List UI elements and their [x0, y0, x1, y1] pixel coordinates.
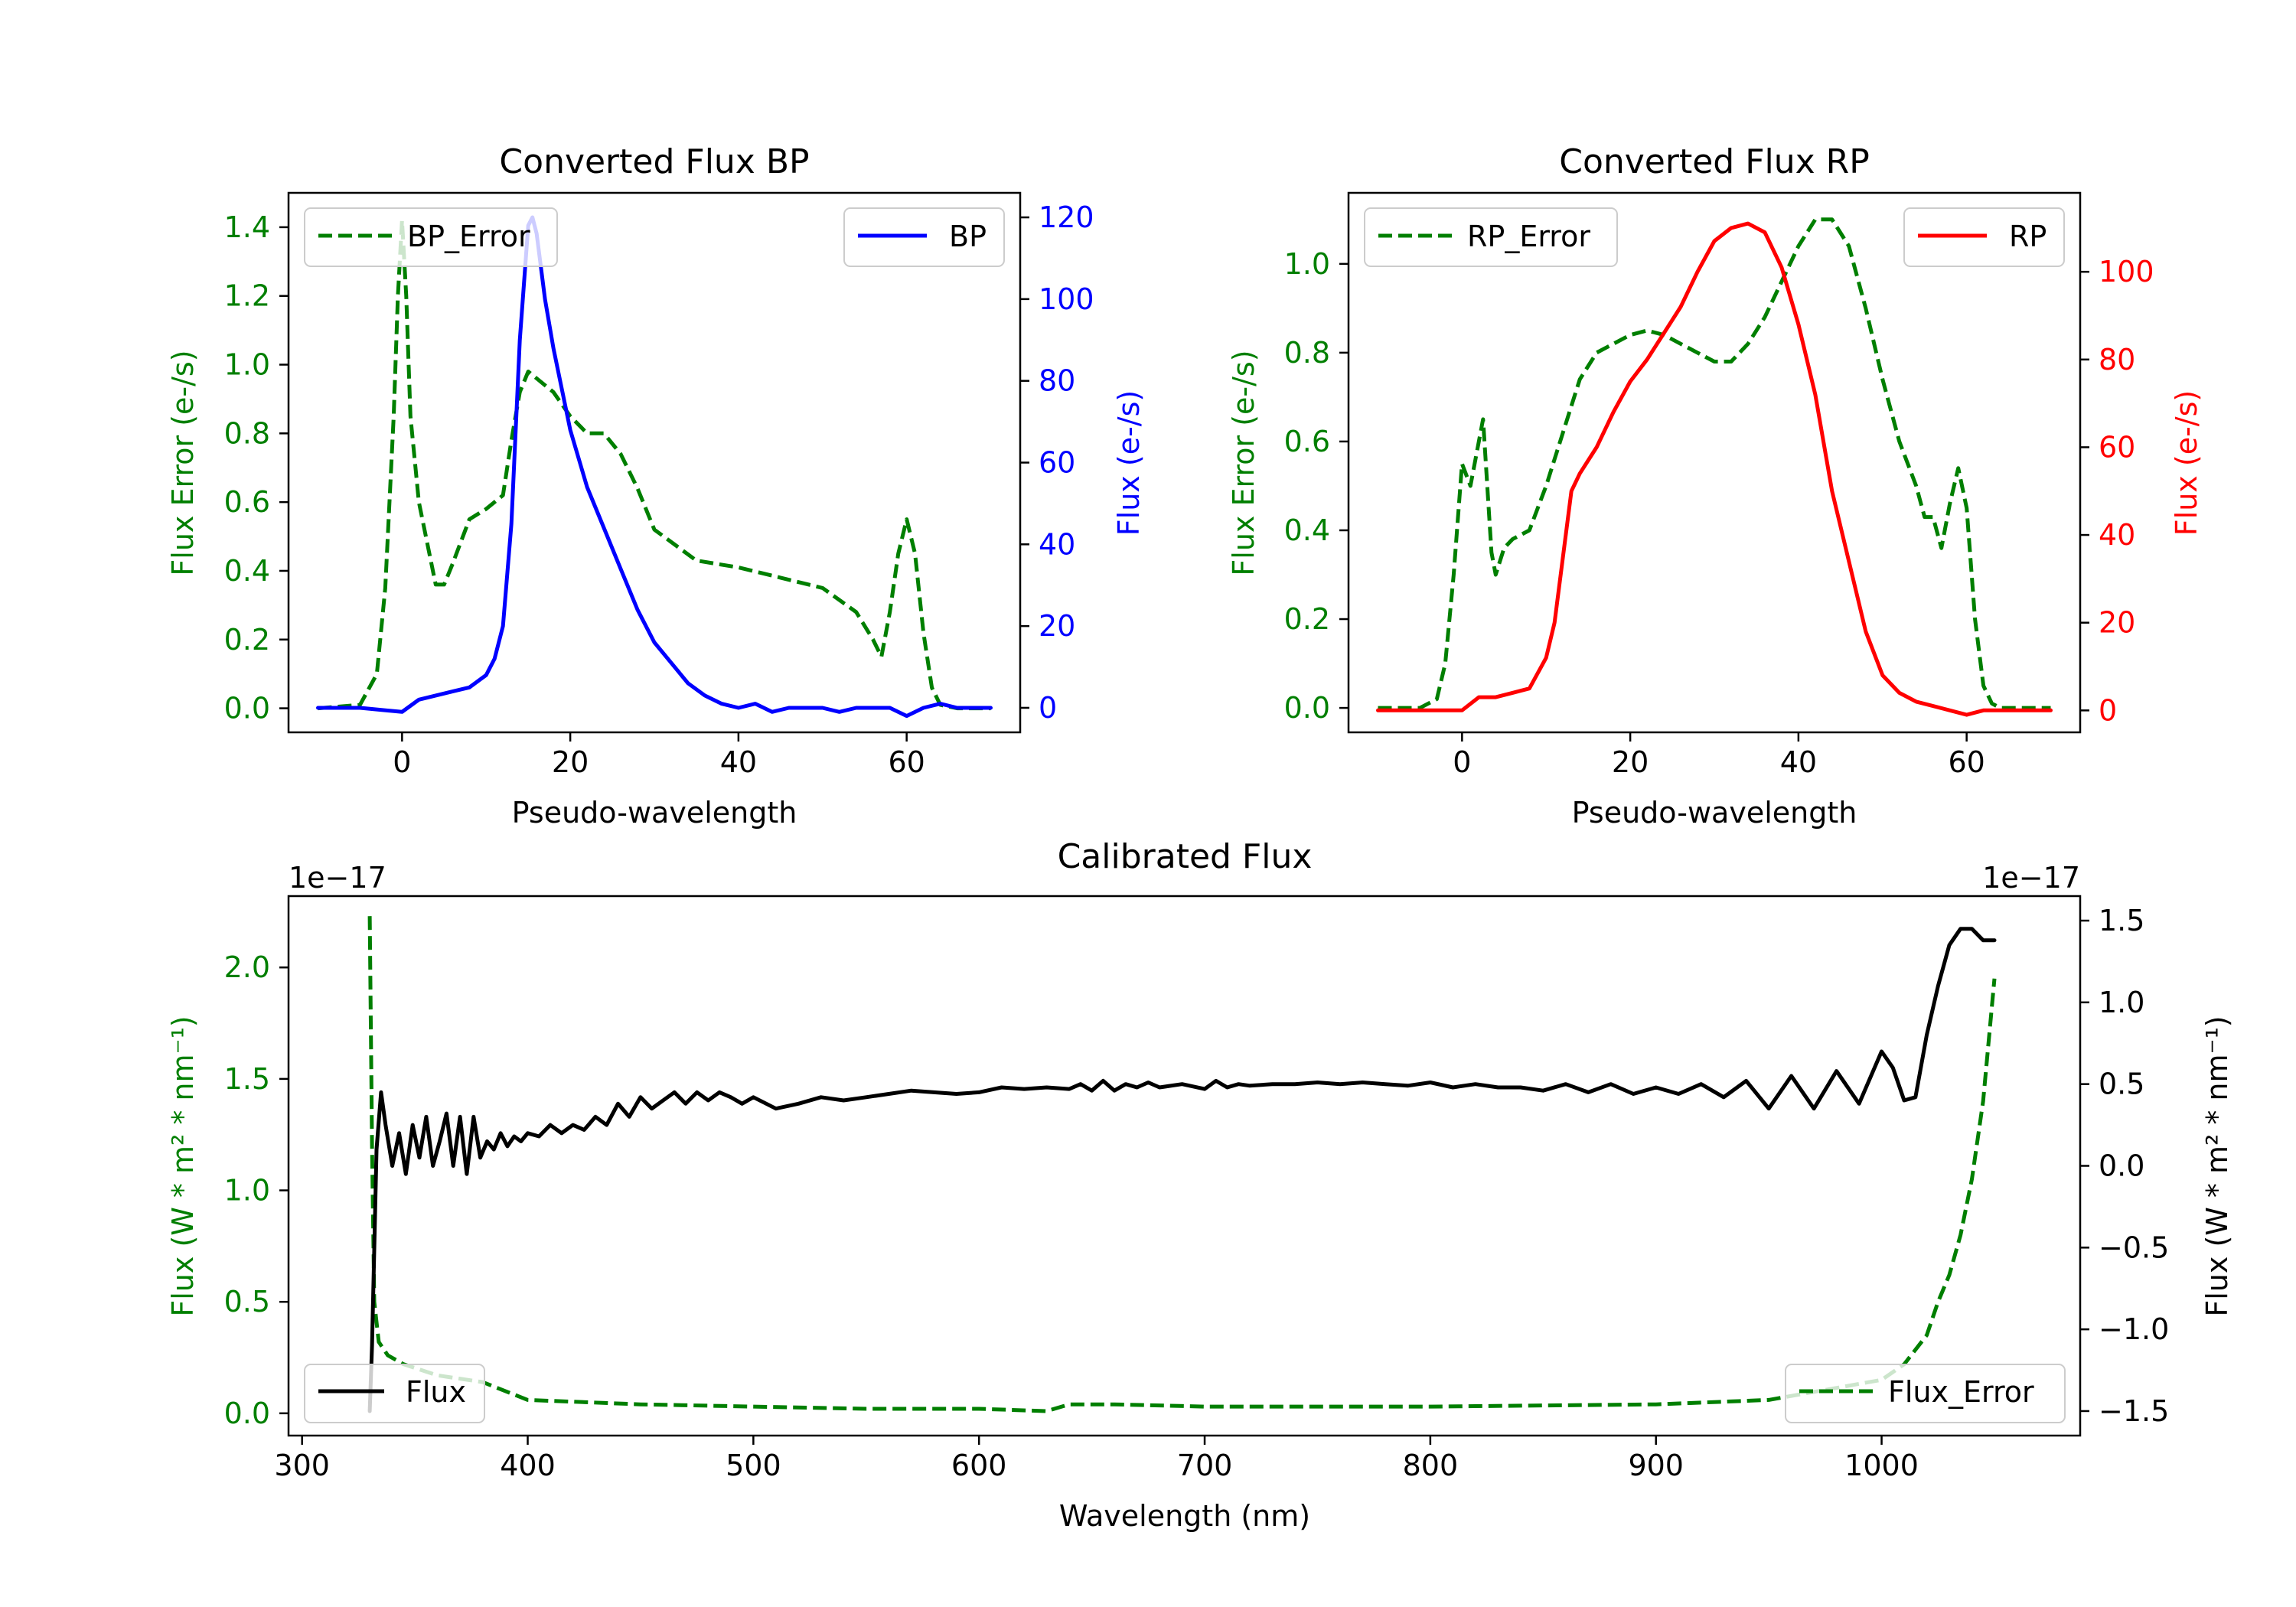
- bp-x-tick-label: 40: [720, 745, 757, 779]
- calibrated-x-tick-label: 400: [500, 1449, 556, 1482]
- calibrated-y-left-tick-label: 2.0: [224, 950, 270, 984]
- rp-chart: Converted Flux RP 0 20 40 60 0.0 0.2 0.4 0.6 0.…: [1227, 142, 2203, 830]
- calibrated-y-right-tick-label: −0.5: [2099, 1231, 2169, 1264]
- bp-chart-title: Converted Flux BP: [499, 142, 809, 181]
- calibrated-y-left-tick-label: 1.0: [224, 1174, 270, 1208]
- rp-y-right-tick-label: 60: [2099, 430, 2135, 464]
- bp-y-axis-label-right: Flux (e-/s): [1112, 390, 1146, 536]
- rp-series-rp: [1376, 221, 2053, 717]
- rp-y-right-tick-label: 80: [2099, 343, 2135, 376]
- calibrated-y-axis-label-right: Flux (W * m² * nm⁻¹): [2200, 1015, 2234, 1316]
- bp-y-left-tick-label: 1.4: [224, 210, 270, 244]
- bp-y-right-tick-label: 20: [1039, 609, 1075, 643]
- rp-x-tick-label: 20: [1612, 745, 1649, 779]
- bp-y-left-tick-label: 0.2: [224, 623, 270, 657]
- calibrated-y-left-tick-label: 1.5: [224, 1062, 270, 1096]
- calibrated-legend-right: Flux_Error: [1785, 1364, 2066, 1423]
- calibrated-x-tick-label: 900: [1628, 1449, 1684, 1482]
- rp-plot-frame: [1347, 191, 2082, 734]
- bp-legend-right: BP: [843, 207, 1005, 267]
- rp-y-left-tick-label: 0.8: [1284, 336, 1330, 370]
- rp-legend-right: RP: [1903, 207, 2065, 267]
- rp-x-tick-label: 40: [1780, 745, 1817, 779]
- calibrated-series-flux: [367, 927, 1997, 1413]
- rp-series-rp-error: [1378, 217, 2051, 710]
- rp-legend-left-label: RP_Error: [1467, 220, 1590, 253]
- calibrated-x-tick-label: 600: [951, 1449, 1007, 1482]
- bp-plot-frame: [287, 191, 1022, 734]
- rp-y-right-tick-label: 100: [2099, 255, 2154, 288]
- calibrated-chart-title: Calibrated Flux: [1058, 837, 1313, 876]
- bp-y-left-tick-label: 1.2: [224, 279, 270, 313]
- rp-legend-right-label: RP: [2009, 220, 2047, 253]
- bp-legend-left-label: BP_Error: [407, 220, 530, 253]
- bp-y-left-tick-label: 0.4: [224, 554, 270, 588]
- calibrated-y-left-tick-label: 0.0: [224, 1397, 270, 1430]
- bp-x-axis-label: Pseudo-wavelength: [512, 796, 797, 830]
- bp-y-right-tick-label: 60: [1039, 446, 1075, 480]
- rp-x-tick-label: 0: [1453, 745, 1471, 779]
- rp-x-tick-label: 60: [1948, 745, 1985, 779]
- rp-y-left-tick-label: 0.0: [1284, 691, 1330, 725]
- rp-y-left-tick-label: 0.6: [1284, 425, 1330, 458]
- bp-chart: Converted Flux BP 0 20 40 60 0.0 0.2 0.4 0.6 0.…: [166, 142, 1146, 830]
- calibrated-x-axis-label: Wavelength (nm): [1059, 1499, 1310, 1533]
- calibrated-chart: Calibrated Flux 1e−17 1e−17 300 400 500 600…: [166, 837, 2234, 1533]
- rp-y-right-tick-label: 0: [2099, 693, 2117, 727]
- bp-y-left-tick-label: 1.0: [224, 348, 270, 382]
- bp-y-right-tick-label: 80: [1039, 364, 1075, 398]
- calibrated-legend-left: Flux: [304, 1364, 485, 1423]
- bp-y-axis-label-left: Flux Error (e-/s): [166, 350, 200, 575]
- calibrated-y-right-tick-label: 0.0: [2099, 1149, 2144, 1183]
- rp-x-axis-label: Pseudo-wavelength: [1572, 796, 1857, 830]
- rp-y-axis-label-right: Flux (e-/s): [2170, 390, 2203, 536]
- bp-x-tick-label: 60: [888, 745, 925, 779]
- bp-y-right-tick-label: 0: [1039, 691, 1057, 725]
- calibrated-x-tick-label: 300: [274, 1449, 330, 1482]
- calibrated-legend-left-label: Flux: [406, 1375, 466, 1409]
- calibrated-y-right-tick-label: 1.5: [2099, 904, 2144, 937]
- calibrated-y-left-tick-label: 0.5: [224, 1285, 270, 1319]
- rp-legend-left: RP_Error: [1364, 207, 1618, 267]
- rp-y-left-tick-label: 1.0: [1284, 247, 1330, 281]
- calibrated-y-right-tick-label: 1.0: [2099, 986, 2144, 1019]
- bp-legend-right-label: BP: [949, 220, 987, 253]
- calibrated-y-right-tick-label: 0.5: [2099, 1068, 2144, 1101]
- rp-y-right-tick-label: 20: [2099, 606, 2135, 640]
- calibrated-plot-frame: [287, 895, 2082, 1437]
- rp-chart-title: Converted Flux RP: [1559, 142, 1870, 181]
- calibrated-x-tick-label: 1000: [1844, 1449, 1919, 1482]
- bp-y-left-tick-label: 0.0: [224, 692, 270, 725]
- calibrated-legend-right-label: Flux_Error: [1888, 1375, 2034, 1409]
- bp-y-right-tick-label: 40: [1039, 527, 1075, 561]
- calibrated-series-flux-error: [367, 916, 1997, 1413]
- calibrated-x-tick-label: 700: [1177, 1449, 1233, 1482]
- bp-legend-left: BP_Error: [304, 207, 558, 267]
- calibrated-offset-left: 1e−17: [289, 861, 386, 895]
- bp-y-right-tick-label: 120: [1039, 200, 1094, 234]
- calibrated-x-tick-label: 500: [726, 1449, 781, 1482]
- bp-series-bp-error: [318, 218, 991, 711]
- rp-y-right-tick-label: 40: [2099, 518, 2135, 552]
- bp-y-left-tick-label: 0.6: [224, 485, 270, 519]
- calibrated-y-right-tick-label: −1.0: [2099, 1312, 2169, 1346]
- bp-y-left-tick-label: 0.8: [224, 416, 270, 450]
- bp-x-tick-label: 20: [552, 745, 589, 779]
- rp-y-left-tick-label: 0.4: [1284, 513, 1330, 547]
- calibrated-x-tick-label: 800: [1403, 1449, 1459, 1482]
- rp-y-axis-label-left: Flux Error (e-/s): [1227, 350, 1261, 575]
- bp-y-right-tick-label: 100: [1039, 282, 1094, 316]
- bp-x-tick-label: 0: [393, 745, 411, 779]
- calibrated-offset-right: 1e−17: [1982, 861, 2080, 895]
- calibrated-y-axis-label-left: Flux (W * m² * nm⁻¹): [166, 1015, 200, 1316]
- calibrated-y-right-tick-label: −1.5: [2099, 1394, 2169, 1428]
- bp-series-bp: [316, 215, 993, 719]
- rp-y-left-tick-label: 0.2: [1284, 602, 1330, 636]
